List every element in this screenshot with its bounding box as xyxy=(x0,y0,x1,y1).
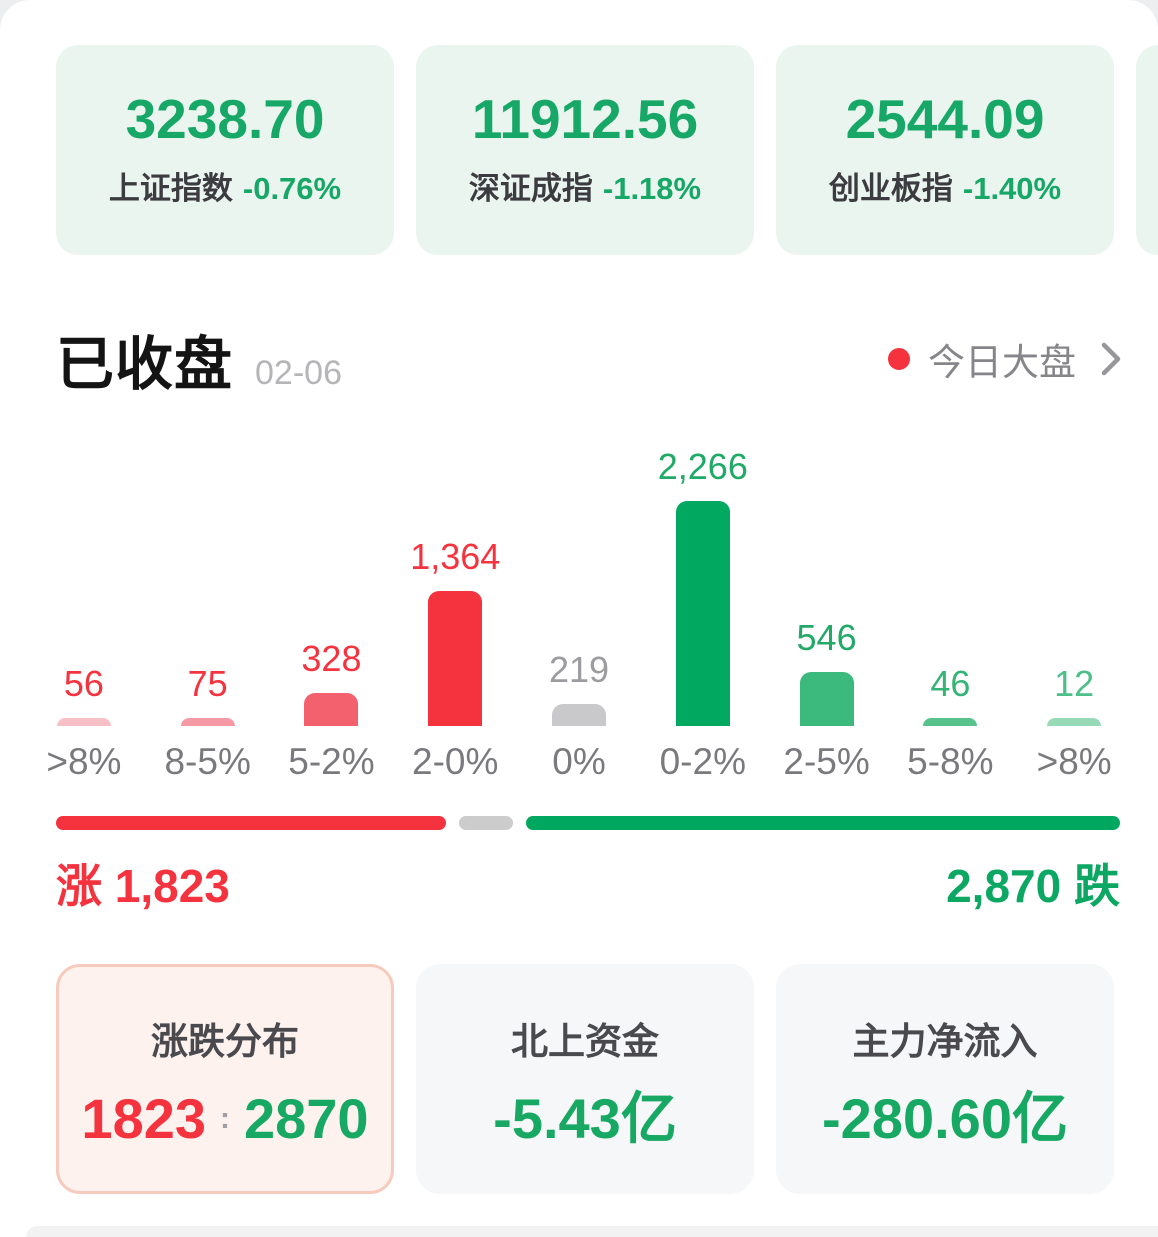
market-date: 02-06 xyxy=(255,354,342,392)
advance-decline-totals: 涨 1,823 2,870 跌 xyxy=(0,856,1158,912)
card-northbound-funds[interactable]: 北上资金 -5.43亿 xyxy=(416,964,754,1194)
chart-column: 75 8-5% xyxy=(146,662,270,784)
index-name: 上证指数 xyxy=(108,171,233,206)
decliners-total: 2,870 跌 xyxy=(946,860,1120,912)
chart-column: 219 0% xyxy=(517,648,641,784)
bar-value-label: 546 xyxy=(796,617,857,658)
chart-column: 1,364 2-0% xyxy=(393,535,517,784)
category-label: 5-8% xyxy=(907,741,994,782)
chart-column: 56 >8% xyxy=(22,662,146,784)
market-status-group: 已收盘 02-06 xyxy=(56,317,342,401)
updown-ratio: 1823 : 2870 xyxy=(81,1091,368,1147)
index-card-shenzhen[interactable]: 11912.56 深证成指 -1.18% xyxy=(416,45,754,255)
next-section-edge xyxy=(26,1226,1158,1237)
bar-value-label: 12 xyxy=(1054,663,1095,704)
category-label: 0-2% xyxy=(659,741,746,782)
index-card-shanghai[interactable]: 3238.70 上证指数 -0.76% xyxy=(56,45,394,255)
category-label: 0% xyxy=(552,741,606,782)
strip-segment-decliners xyxy=(525,816,1121,830)
strip-segment-unchanged xyxy=(458,816,513,830)
card-main-net-inflow[interactable]: 主力净流入 -280.60亿 xyxy=(776,964,1114,1194)
category-label: 2-5% xyxy=(783,741,870,782)
chart-bar xyxy=(552,704,607,726)
index-change: -1.18% xyxy=(602,171,702,206)
category-label: 5-2% xyxy=(288,741,375,782)
advancers-count: 1823 xyxy=(81,1087,206,1150)
chart-column: 12 >8% xyxy=(1012,662,1136,784)
card-title: 涨跌分布 xyxy=(151,1021,299,1062)
card-title: 主力净流入 xyxy=(852,1021,1038,1062)
category-label: >8% xyxy=(1036,741,1112,782)
distribution-chart: 56 >8% 75 8-5% 328 5-2% 1,364 2-0% 219 0% 2,266 0-2… xyxy=(0,445,1158,784)
index-name: 深证成指 xyxy=(468,171,593,206)
chart-column: 46 5-8% xyxy=(888,662,1012,784)
bar-value-label: 328 xyxy=(301,638,362,679)
section-header: 已收盘 02-06 今日大盘 xyxy=(0,329,1158,397)
index-subrow: 上证指数 -0.76% xyxy=(109,163,341,208)
bar-value-label: 1,364 xyxy=(410,536,501,577)
advance-decline-strip xyxy=(56,816,1121,830)
bar-value-label: 56 xyxy=(63,663,104,704)
index-card-chinext[interactable]: 2544.09 创业板指 -1.40% xyxy=(776,45,1114,255)
strip-segment-advancers xyxy=(56,816,446,830)
card-updown-distribution[interactable]: 涨跌分布 1823 : 2870 xyxy=(56,964,394,1194)
chart-bar xyxy=(56,718,111,726)
chart-bar xyxy=(428,591,483,726)
chart-bar xyxy=(923,718,978,726)
main-inflow-value: -280.60亿 xyxy=(822,1087,1068,1150)
chevron-right-icon xyxy=(1100,341,1122,377)
advancers-total: 涨 1,823 xyxy=(56,860,230,912)
index-cards-row: 3238.70 上证指数 -0.76% 11912.56 深证成指 -1.18%… xyxy=(0,45,1158,255)
chart-bar xyxy=(675,501,730,726)
category-label: >8% xyxy=(46,741,122,782)
chart-bar xyxy=(1047,718,1102,726)
chart-bar xyxy=(799,672,854,726)
live-dot-icon xyxy=(888,348,910,370)
today-market-link[interactable]: 今日大盘 xyxy=(888,332,1122,386)
chart-column: 328 5-2% xyxy=(270,637,394,784)
card-title: 北上资金 xyxy=(511,1021,659,1062)
index-change: -1.40% xyxy=(962,171,1062,206)
chart-bar xyxy=(180,718,235,726)
category-label: 8-5% xyxy=(164,741,251,782)
decliners-count: 2870 xyxy=(244,1087,369,1150)
chart-column: 2,266 0-2% xyxy=(641,445,765,784)
chart-bar xyxy=(304,693,359,726)
ratio-separator: : xyxy=(220,1102,230,1135)
index-value: 11912.56 xyxy=(471,88,699,150)
index-subrow: 深证成指 -1.18% xyxy=(469,163,701,208)
market-status: 已收盘 xyxy=(56,332,234,397)
index-name: 创业板指 xyxy=(828,171,953,206)
bar-value-label: 75 xyxy=(187,663,228,704)
index-value: 3238.70 xyxy=(125,88,325,150)
index-card-partial[interactable] xyxy=(1136,45,1158,255)
bar-value-label: 46 xyxy=(930,663,971,704)
chart-column: 546 2-5% xyxy=(765,616,889,784)
bar-value-label: 2,266 xyxy=(657,446,748,487)
northbound-value: -5.43亿 xyxy=(493,1087,677,1150)
index-subrow: 创业板指 -1.40% xyxy=(829,163,1061,208)
category-label: 2-0% xyxy=(412,741,499,782)
index-change: -0.76% xyxy=(242,171,342,206)
stat-cards-row: 涨跌分布 1823 : 2870 北上资金 -5.43亿 主力净流入 -280.… xyxy=(0,964,1158,1194)
bar-value-label: 219 xyxy=(548,649,610,690)
index-value: 2544.09 xyxy=(845,88,1045,150)
today-market-label: 今日大盘 xyxy=(928,342,1076,383)
